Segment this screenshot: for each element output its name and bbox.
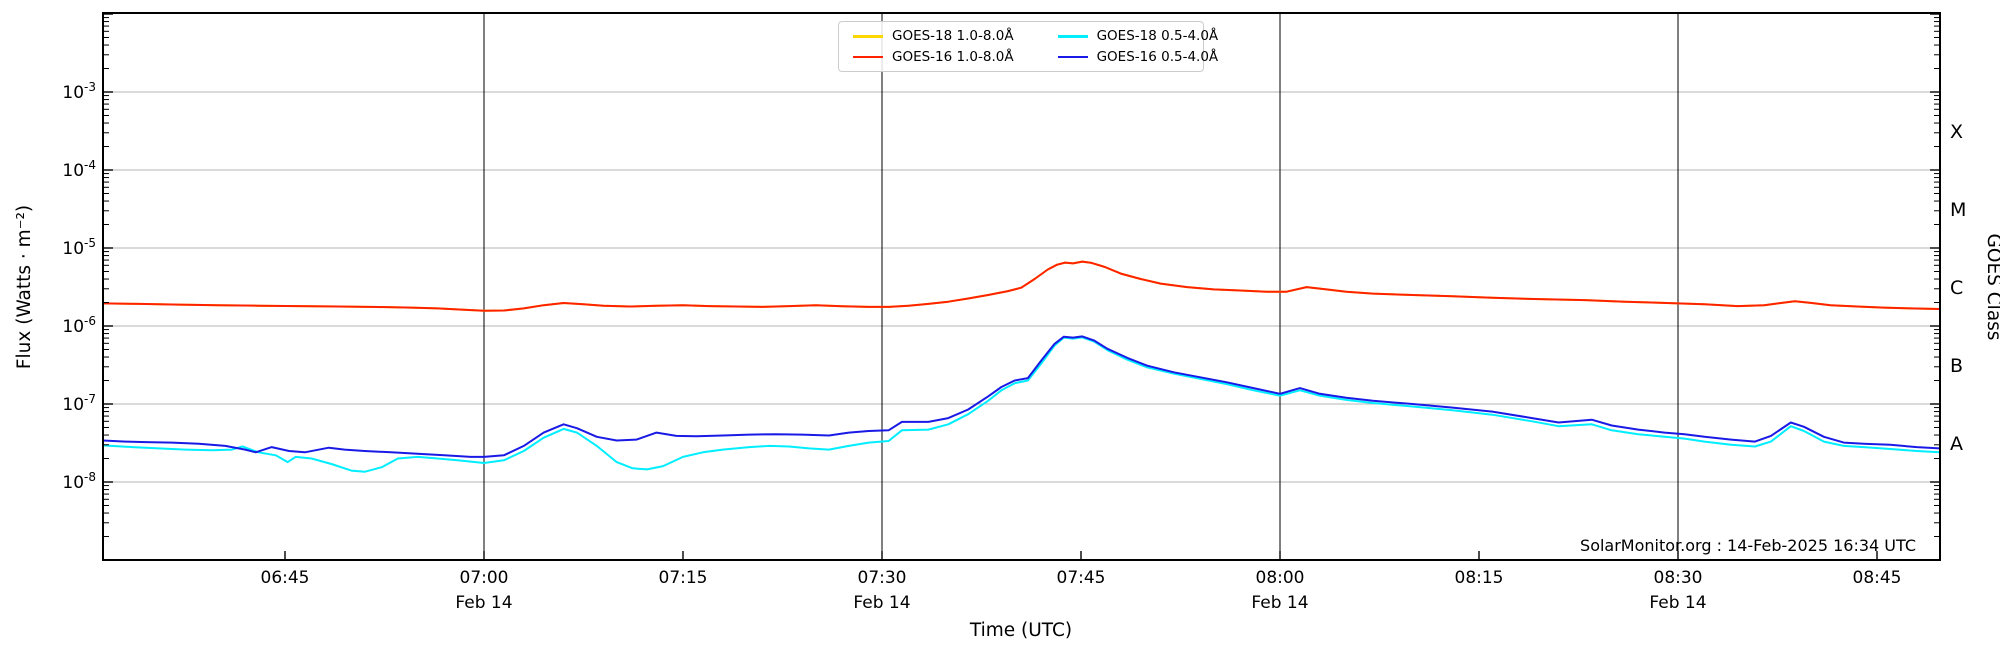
- x-tick-label-0830: 08:30: [1654, 568, 1703, 588]
- x-tick-label-0730: 07:30: [858, 568, 907, 588]
- legend-swatch-goes-16-1-0-8-0: [853, 55, 883, 58]
- legend-item-goes-18-0-5-4-0: GOES-18 0.5-4.0Å: [1057, 28, 1219, 45]
- legend-label: GOES-16 0.5-4.0Å: [1096, 48, 1219, 65]
- plot-frame: [102, 12, 1941, 561]
- legend-item-goes-16-0-5-4-0: GOES-16 0.5-4.0Å: [1057, 48, 1219, 65]
- data-series: [103, 260, 1940, 473]
- y-tick-labels: 10-3 10-4 10-5 10-6 10-7 10-8: [62, 80, 96, 493]
- series-goes-16-1-0-8-0: [103, 260, 1940, 312]
- series-goes-16-0-5-4-0: [103, 335, 1940, 458]
- y-tick-label-1e-8: 10-8: [62, 470, 96, 493]
- goes-class-letters: X M C B A: [1950, 121, 1966, 455]
- x-tick-sublabel-0830: Feb 14: [1649, 593, 1706, 613]
- date-boundary-lines: [483, 13, 1679, 560]
- y-tick-label-1e-3: 10-3: [62, 80, 96, 103]
- x-tick-label-0715: 07:15: [659, 568, 708, 588]
- legend: GOES-18 1.0-8.0Å GOES-16 1.0-8.0Å GOES-18 …: [838, 21, 1218, 72]
- legend-swatch-goes-18-1-0-8-0: [853, 35, 883, 38]
- x-tick-label-0745: 07:45: [1057, 568, 1106, 588]
- x-tick-sublabel-0800: Feb 14: [1251, 593, 1308, 613]
- x-tick-label-0815: 08:15: [1455, 568, 1504, 588]
- legend-swatch-goes-18-0-5-4-0: [1057, 35, 1088, 38]
- y-tick-label-1e-4: 10-4: [62, 158, 96, 181]
- goes-class-b: B: [1950, 355, 1963, 377]
- goes-class-a: A: [1950, 433, 1963, 455]
- goes-class-x: X: [1950, 121, 1963, 143]
- x-tick-label-0700: 07:00: [460, 568, 509, 588]
- y-tick-label-1e-7: 10-7: [62, 392, 96, 415]
- x-tick-label-0845: 08:45: [1853, 568, 1902, 588]
- x-tick-sublabel-0730: Feb 14: [853, 593, 910, 613]
- goes-class-c: C: [1950, 277, 1963, 299]
- right-axis-label: GOES Class: [1983, 234, 2000, 341]
- y-tick-label-1e-6: 10-6: [62, 314, 96, 337]
- y-tick-label-1e-5: 10-5: [62, 236, 96, 259]
- legend-label: GOES-16 1.0-8.0Å: [892, 48, 1014, 65]
- legend-item-goes-18-1-0-8-0: GOES-18 1.0-8.0Å: [853, 28, 1014, 44]
- x-axis-label: Time (UTC): [969, 620, 1072, 641]
- x-tick-sublabel-0700: Feb 14: [455, 593, 512, 613]
- x-tick-label-0800: 08:00: [1256, 568, 1305, 588]
- legend-item-goes-16-1-0-8-0: GOES-16 1.0-8.0Å: [853, 49, 1014, 65]
- x-tick-labels: 06:45 07:00 Feb 14 07:15 07:30 Feb 14 07:45 08:…: [261, 568, 1902, 613]
- series-goes-18-0-5-4-0: [103, 336, 1940, 473]
- gridlines: [103, 91, 1940, 483]
- legend-label: GOES-18 1.0-8.0Å: [892, 28, 1014, 45]
- goes-class-m: M: [1950, 199, 1966, 221]
- y-axis-label: Flux (Watts · m⁻²): [14, 205, 35, 369]
- watermark: SolarMonitor.org : 14-Feb-2025 16:34 UTC: [1580, 536, 1916, 555]
- legend-label: GOES-18 0.5-4.0Å: [1096, 28, 1219, 45]
- legend-swatch-goes-16-0-5-4-0: [1057, 55, 1088, 58]
- x-tick-label-0645: 06:45: [261, 568, 310, 588]
